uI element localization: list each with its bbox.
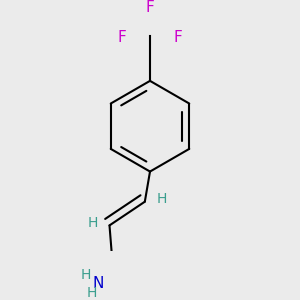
Text: F: F	[118, 30, 126, 45]
Text: F: F	[174, 30, 182, 45]
Text: H: H	[157, 192, 167, 206]
Text: F: F	[146, 0, 154, 15]
Text: H: H	[88, 216, 98, 230]
Text: H: H	[81, 268, 92, 282]
Text: H: H	[86, 286, 97, 300]
Text: N: N	[92, 276, 103, 291]
